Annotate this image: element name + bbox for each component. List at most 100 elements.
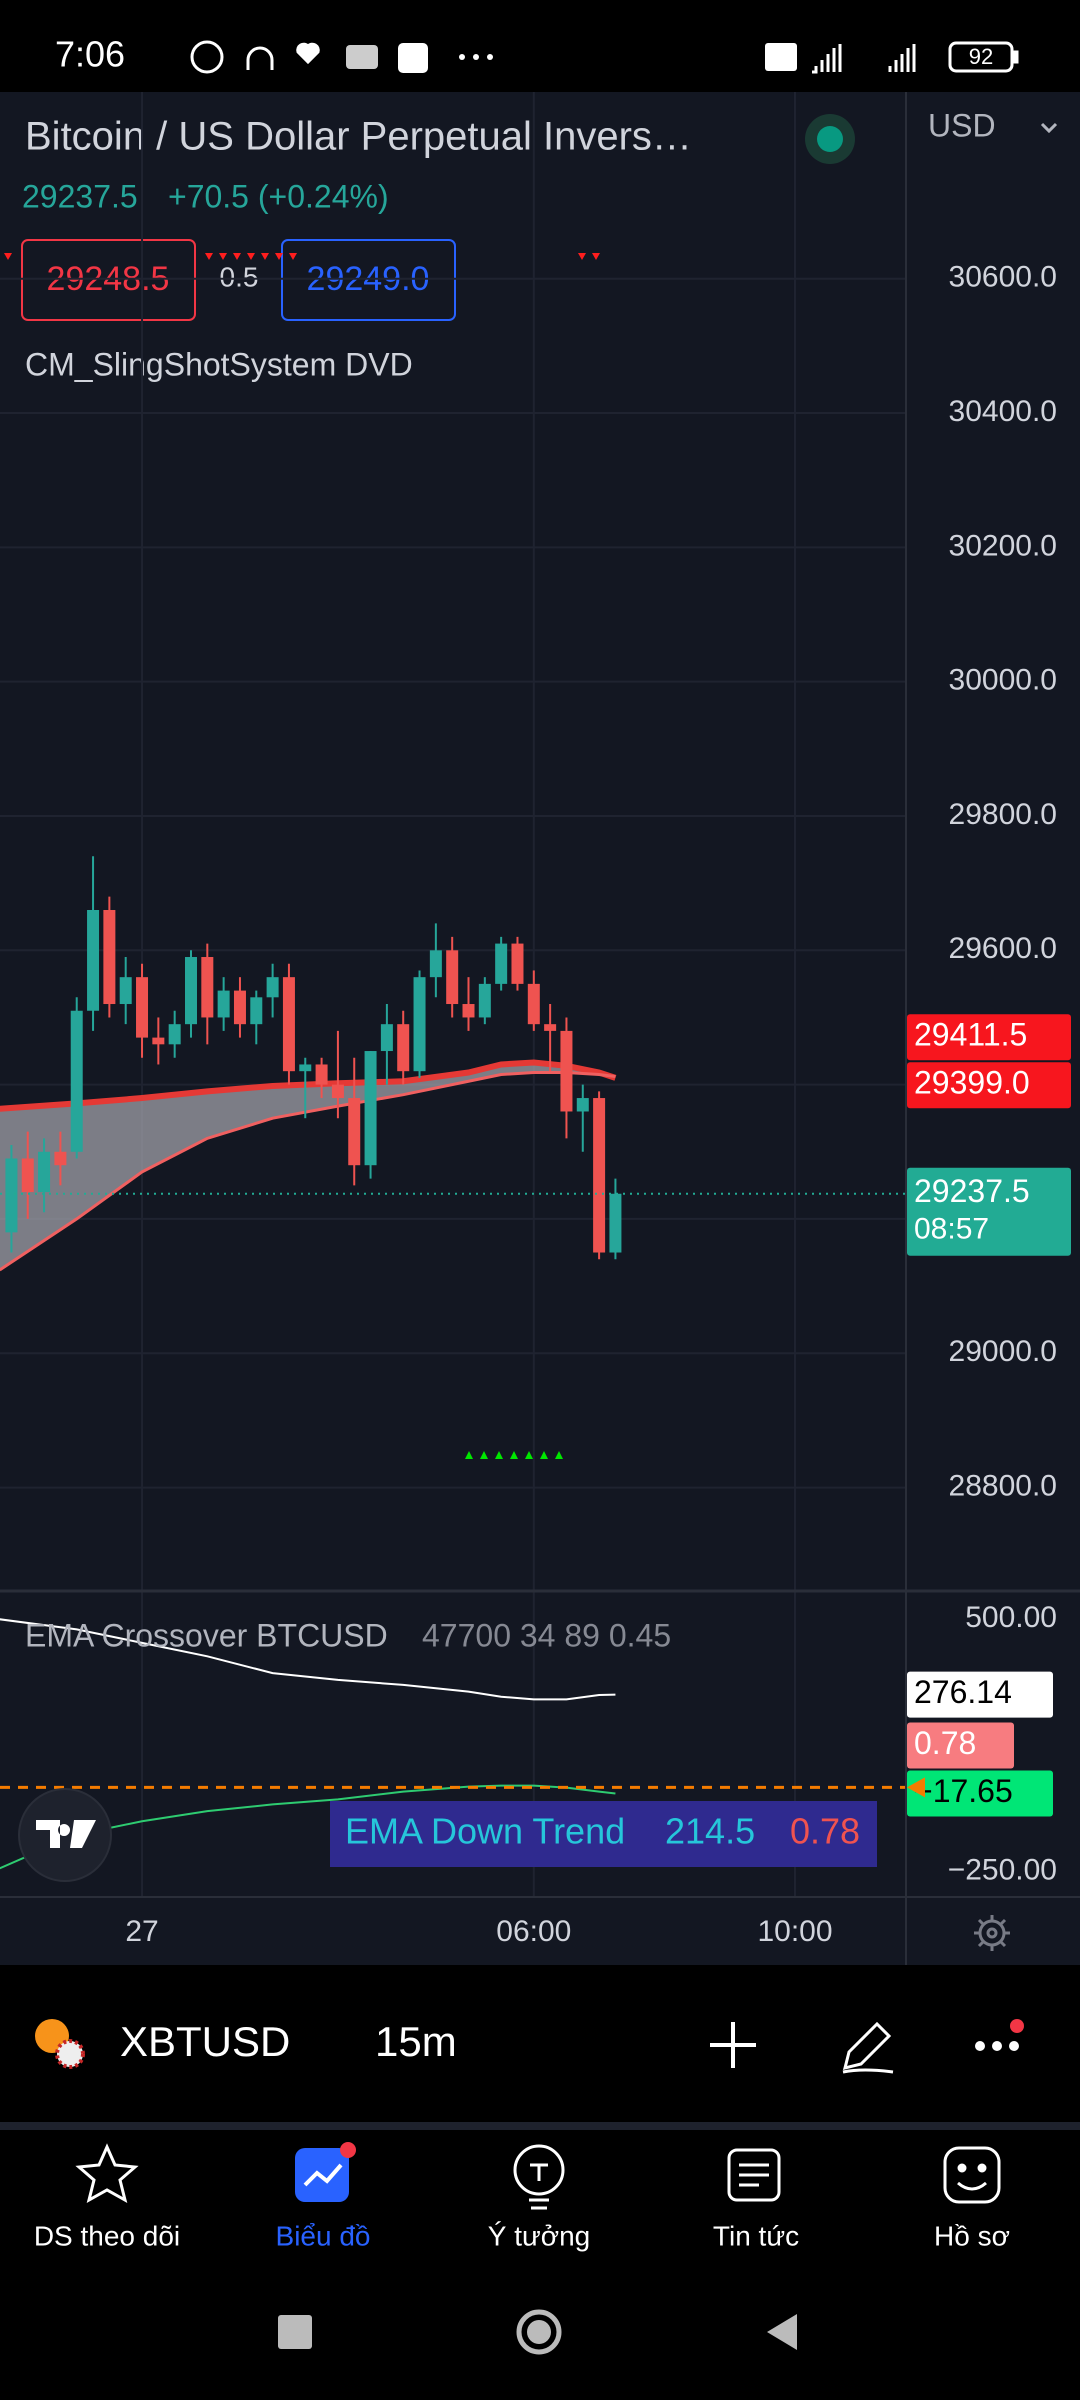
status-icons	[190, 40, 1019, 74]
tv-logo-mark	[36, 1820, 96, 1848]
buy-signal	[480, 1451, 488, 1459]
currency-selector[interactable]: USD	[928, 107, 996, 143]
recent-apps-button[interactable]	[278, 2315, 312, 2349]
settings-icon[interactable]	[974, 1915, 1010, 1951]
sell-signal	[275, 253, 283, 260]
ema-panel-params: 47700 34 89 0.45	[422, 1617, 671, 1653]
candle-body	[511, 943, 524, 984]
currency-chevron	[1040, 122, 1058, 134]
candle-body	[446, 950, 459, 1005]
toolbar-divider	[0, 2122, 1080, 2130]
nav-label[interactable]: Tin tức	[713, 2220, 799, 2251]
sell-signal	[4, 253, 12, 260]
status-time: 7:06	[55, 34, 125, 75]
buy-signal	[525, 1451, 533, 1459]
draw-button[interactable]	[842, 2021, 894, 2074]
candle-body	[136, 977, 149, 1038]
price-label-box	[907, 1671, 1053, 1718]
y-tick-label: 30000.0	[949, 664, 1057, 697]
candle-body	[21, 1158, 34, 1193]
home-button-core	[527, 2320, 551, 2344]
usd-flag	[55, 2039, 85, 2069]
y-tick-label: 29800.0	[949, 798, 1057, 831]
candle-body	[299, 1064, 312, 1072]
countdown: 08:57	[914, 1213, 989, 1246]
y-tick-label: 30400.0	[949, 395, 1057, 428]
ideas-icon	[513, 2144, 565, 2210]
candle-body	[282, 977, 295, 1072]
y-tick-label: −250.00	[948, 1854, 1057, 1887]
price-label: 276.14	[914, 1674, 1012, 1710]
price-label: 29399.0	[914, 1065, 1030, 1101]
candle-body	[331, 1084, 344, 1099]
nav-label[interactable]: Ý tưởng	[488, 2220, 590, 2251]
trend-banner	[330, 1801, 877, 1867]
nav-label[interactable]: Biểu đồ	[276, 2220, 371, 2251]
price-label-box	[907, 1770, 1053, 1817]
sell-signal	[578, 253, 600, 260]
x-tick-label: 06:00	[496, 1915, 571, 1948]
add-button[interactable]	[710, 2022, 756, 2068]
level-marker	[907, 1777, 925, 1798]
candle-body	[348, 1098, 361, 1166]
x-tick-label: 10:00	[757, 1915, 832, 1948]
candle-body	[103, 910, 116, 1005]
candle-body	[266, 977, 279, 998]
back-button[interactable]	[767, 2314, 797, 2350]
ema-panel-title[interactable]: EMA Crossover BTCUSD	[25, 1617, 388, 1653]
price-label-box	[907, 1167, 1071, 1256]
candle-body	[119, 977, 132, 1005]
price-label-box	[907, 1014, 1071, 1061]
candle-body	[364, 1051, 377, 1166]
price-label: −17.65	[914, 1773, 1013, 1809]
home-button[interactable]	[516, 2309, 562, 2355]
candle-body	[152, 1037, 165, 1045]
buy-button[interactable]	[281, 239, 456, 321]
candle-body	[38, 1151, 51, 1193]
price-label: 29411.5	[914, 1017, 1027, 1053]
candle-body	[397, 1024, 410, 1072]
y-tick-label: 29000.0	[949, 1335, 1057, 1368]
symbol-title[interactable]: Bitcoin / US Dollar Perpetual Invers…	[25, 115, 692, 159]
candle-body	[5, 1158, 18, 1233]
plot: 2706:0010:0028800.029000.029200.029400.0…	[0, 92, 1071, 1948]
toolbar-symbol[interactable]: XBTUSD	[120, 2018, 290, 2065]
buy-signal	[495, 1451, 503, 1459]
nav-label[interactable]: Hồ sơ	[934, 2220, 1010, 2251]
buy-signal	[555, 1451, 563, 1459]
bottom-nav: DS theo dõi Biểu đồ Ý tưởng Tin tức Hồ sơ	[34, 2142, 1010, 2251]
candle-body	[576, 1098, 589, 1112]
y-tick-label: 28800.0	[949, 1469, 1057, 1502]
indicator-label[interactable]: CM_SlingShotSystem DVD	[25, 346, 413, 382]
candle-body	[54, 1151, 67, 1166]
candle-body	[527, 983, 540, 1025]
price-label: 0.78	[914, 1725, 976, 1761]
market-status-dot	[817, 126, 843, 152]
candle-body	[184, 957, 197, 1025]
candle-body	[462, 1004, 475, 1018]
price-change: +70.5 (+0.24%)	[168, 178, 389, 214]
spread: 0.5	[220, 261, 259, 292]
candle-body	[201, 957, 214, 1018]
sell-signal	[261, 253, 269, 260]
candle-body	[560, 1030, 573, 1112]
candle-body	[233, 990, 246, 1025]
watchlist-icon	[75, 2143, 139, 2203]
candle-body	[478, 983, 491, 1018]
chart-badge	[340, 2142, 356, 2158]
candle-body	[217, 990, 230, 1018]
price-label-box	[907, 1062, 1071, 1109]
candle-body	[495, 943, 508, 984]
sell-signal	[247, 253, 255, 260]
candle-body	[250, 997, 263, 1025]
profile-icon	[943, 2146, 1001, 2204]
nav-label[interactable]: DS theo dõi	[34, 2220, 180, 2251]
trend-value: 214.5	[665, 1811, 755, 1852]
more-button[interactable]	[975, 2019, 1024, 2051]
price-label-box	[907, 1722, 1014, 1769]
toolbar-interval[interactable]: 15m	[375, 2018, 457, 2065]
sell-button[interactable]	[21, 239, 196, 321]
buy-signal	[510, 1451, 518, 1459]
